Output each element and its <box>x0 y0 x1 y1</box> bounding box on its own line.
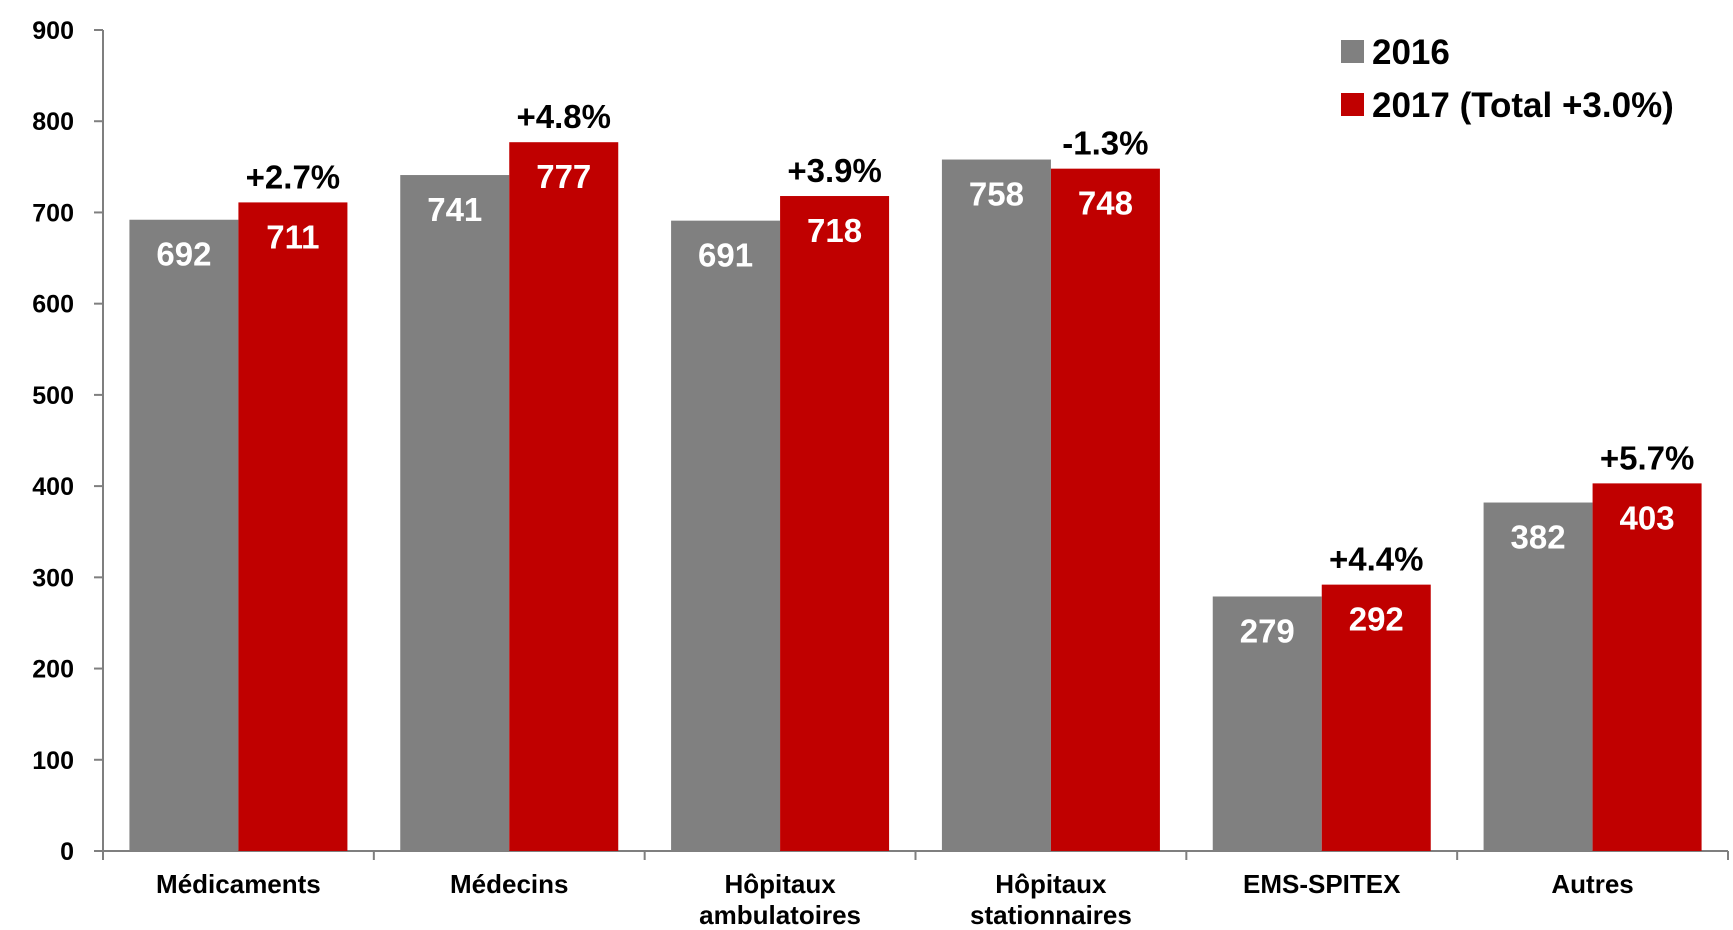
change-label: -1.3% <box>1062 125 1148 162</box>
data-label: 758 <box>969 176 1024 213</box>
data-label: 279 <box>1240 612 1295 649</box>
legend: 2016 2017 (Total +3.0%) <box>1341 33 1674 125</box>
axes: 0 100 200 300 400 500 600 700 800 900 Médicaments M… <box>32 17 1729 930</box>
bar-2016 <box>671 220 781 852</box>
data-label: 382 <box>1511 519 1566 556</box>
y-tick-label: 400 <box>32 473 74 501</box>
data-label: 718 <box>807 212 862 249</box>
y-tick-label: 700 <box>32 199 74 227</box>
data-label: 777 <box>536 158 591 195</box>
y-tick-label: 900 <box>32 17 74 45</box>
legend-label: 2016 <box>1372 33 1450 72</box>
category-label: Hôpitaux <box>995 869 1107 899</box>
y-tick-label: 500 <box>32 382 74 410</box>
change-label: +4.4% <box>1329 541 1424 578</box>
bar-2016 <box>941 159 1051 852</box>
data-label: 403 <box>1620 499 1675 536</box>
data-label: 691 <box>698 237 753 274</box>
y-tick-label: 200 <box>32 656 74 684</box>
bar-2017 <box>1321 584 1431 851</box>
data-label: 692 <box>156 236 211 273</box>
labels: 692 711 +2.7% 741 777 +4.8% 691 718 +3.9% 758 748 -… <box>156 98 1694 649</box>
y-tick-label: 300 <box>32 564 74 592</box>
bar-2017 <box>1592 483 1702 851</box>
bar-2016 <box>1212 596 1322 851</box>
bar-2017 <box>780 196 890 852</box>
bar-2016 <box>1483 502 1593 851</box>
bars <box>129 142 1702 852</box>
bar-2017 <box>509 142 619 851</box>
bar-2016 <box>400 175 510 851</box>
legend-swatch <box>1341 93 1364 116</box>
category-label: Médicaments <box>156 869 321 899</box>
bar-2016 <box>129 219 239 852</box>
change-label: +3.9% <box>787 152 882 189</box>
legend-label: 2017 (Total +3.0%) <box>1372 86 1674 125</box>
data-label: 711 <box>266 218 319 255</box>
category-label: EMS-SPITEX <box>1243 869 1401 899</box>
legend-swatch <box>1341 40 1364 63</box>
data-label: 292 <box>1349 601 1404 638</box>
y-tick-label: 800 <box>32 108 74 136</box>
category-label: Autres <box>1551 869 1633 899</box>
data-label: 741 <box>427 191 482 228</box>
category-label: ambulatoires <box>699 900 861 930</box>
y-tick-label: 600 <box>32 291 74 319</box>
change-label: +2.7% <box>246 158 341 195</box>
change-label: +4.8% <box>517 98 612 135</box>
category-label: Médecins <box>450 869 569 899</box>
category-label: stationnaires <box>970 900 1132 930</box>
y-tick-label: 100 <box>32 747 74 775</box>
y-tick-label: 0 <box>60 838 74 866</box>
category-label: Hôpitaux <box>724 869 836 899</box>
bar-2017 <box>238 202 348 851</box>
data-label: 748 <box>1078 185 1133 222</box>
bar-2017 <box>1050 168 1160 851</box>
change-label: +5.7% <box>1600 439 1695 476</box>
